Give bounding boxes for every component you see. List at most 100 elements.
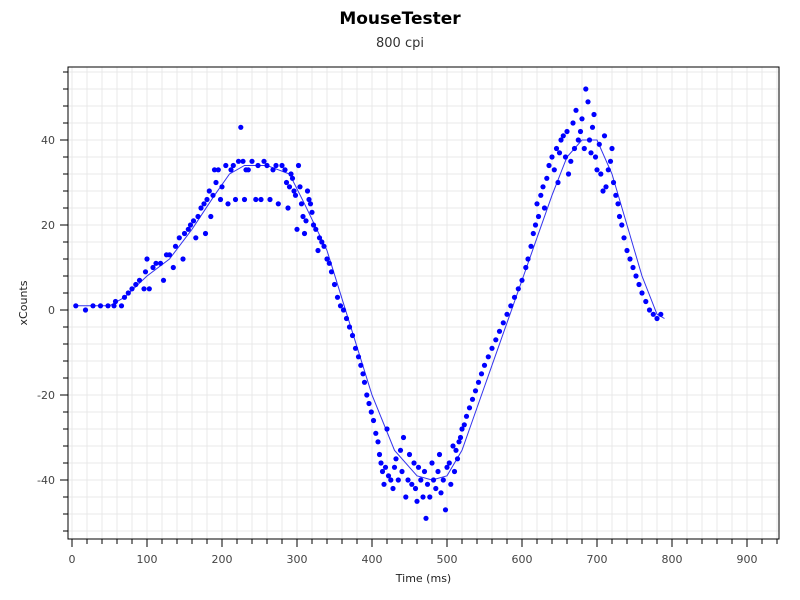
data-point xyxy=(105,303,111,309)
data-point xyxy=(534,201,540,207)
data-point xyxy=(570,120,576,126)
x-tick-label: 500 xyxy=(437,553,458,566)
data-point xyxy=(610,179,617,186)
data-point xyxy=(541,205,548,211)
data-point xyxy=(283,179,290,186)
data-point xyxy=(493,337,499,343)
data-point xyxy=(375,439,381,445)
data-point xyxy=(381,481,387,487)
data-point xyxy=(349,332,356,339)
data-point xyxy=(601,133,608,139)
data-point xyxy=(609,145,615,152)
data-point xyxy=(294,226,300,232)
axes: 0 100 200 300 400 500 600 700 800 900 -40 -20 0 20 40 xyxy=(37,71,778,566)
data-point xyxy=(583,86,589,92)
data-point xyxy=(540,184,546,190)
x-tick-label: 400 xyxy=(362,553,383,566)
data-point xyxy=(594,167,600,173)
data-point xyxy=(654,315,660,322)
data-point xyxy=(368,409,374,415)
data-point xyxy=(346,324,353,330)
data-point xyxy=(515,286,521,292)
data-point xyxy=(157,260,164,266)
data-point xyxy=(382,464,389,470)
data-point xyxy=(153,260,159,266)
data-point xyxy=(279,162,285,169)
data-point xyxy=(129,286,135,292)
data-point xyxy=(393,456,399,462)
data-point xyxy=(564,128,570,135)
data-point xyxy=(328,269,335,275)
data-point xyxy=(633,273,639,279)
data-point xyxy=(560,133,566,139)
data-point xyxy=(211,167,218,173)
data-point xyxy=(208,213,214,220)
data-point xyxy=(405,477,411,483)
data-point xyxy=(571,145,578,152)
data-point xyxy=(160,277,167,283)
data-point xyxy=(420,494,426,500)
data-point xyxy=(450,443,456,449)
data-point xyxy=(555,179,561,186)
data-point xyxy=(310,222,317,228)
data-point xyxy=(613,192,619,198)
data-point xyxy=(245,167,251,173)
data-point xyxy=(326,260,332,266)
data-point xyxy=(616,213,623,220)
data-point xyxy=(406,451,413,458)
data-point xyxy=(573,107,579,113)
data-point xyxy=(303,218,309,224)
data-point xyxy=(549,154,555,160)
data-point xyxy=(591,111,597,118)
data-point xyxy=(457,434,464,441)
data-point xyxy=(112,298,119,305)
data-point xyxy=(639,290,645,296)
data-point xyxy=(546,162,552,169)
data-point xyxy=(397,447,404,453)
data-point xyxy=(300,213,306,220)
data-point xyxy=(215,167,221,173)
data-point xyxy=(170,264,176,271)
data-point xyxy=(586,137,593,143)
data-point xyxy=(217,196,224,203)
y-tick-label: 0 xyxy=(48,304,55,317)
data-point xyxy=(478,371,485,377)
data-point xyxy=(500,320,506,326)
data-point xyxy=(316,235,323,241)
data-point xyxy=(565,171,572,177)
data-point xyxy=(270,167,276,173)
data-point xyxy=(585,99,591,105)
chart-subtitle: 800 cpi xyxy=(376,36,424,51)
x-tick-label: 200 xyxy=(212,553,233,566)
y-tick-label: 20 xyxy=(41,219,55,232)
data-point xyxy=(636,281,642,288)
data-point xyxy=(307,201,314,207)
data-point xyxy=(249,158,255,164)
data-point xyxy=(255,162,261,169)
data-point xyxy=(202,230,209,237)
data-point xyxy=(321,243,327,249)
data-point xyxy=(295,162,302,169)
data-point xyxy=(454,456,461,462)
data-point xyxy=(568,158,574,164)
data-point xyxy=(364,392,370,398)
data-point xyxy=(273,162,279,169)
data-point xyxy=(141,286,147,292)
x-tick-label: 0 xyxy=(69,553,76,566)
data-point xyxy=(201,201,207,207)
data-point xyxy=(438,490,444,496)
data-point xyxy=(355,354,362,360)
data-point xyxy=(232,196,239,203)
y-axis-label: xCounts xyxy=(17,280,30,325)
data-point xyxy=(379,468,386,475)
data-point xyxy=(451,468,458,475)
y-tick-label: -40 xyxy=(37,474,55,487)
data-point xyxy=(446,460,452,466)
data-point xyxy=(600,188,606,194)
data-point xyxy=(111,303,117,309)
data-point xyxy=(400,434,407,441)
data-point xyxy=(508,303,514,309)
data-point xyxy=(444,464,450,470)
data-point xyxy=(558,137,564,143)
data-point xyxy=(453,447,459,453)
